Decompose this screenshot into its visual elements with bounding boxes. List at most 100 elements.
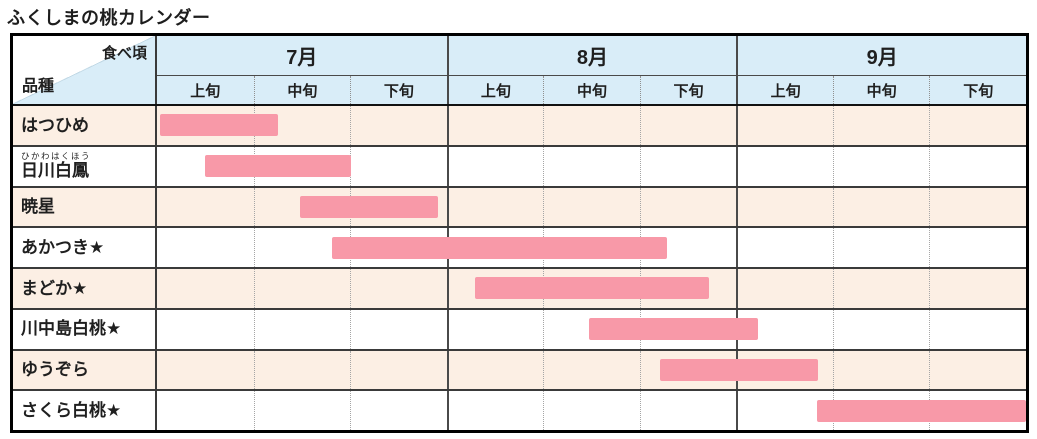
harvest-bar [588,318,758,341]
sub-period-cell [253,350,351,390]
period-header: 下旬 [929,76,1026,104]
sub-period-cell [543,187,640,227]
sub-period-cell [736,269,833,308]
sub-period-cell [929,146,1026,186]
sub-period-cell [639,106,737,145]
harvest-bar [159,114,278,137]
variety-name: ゆうぞら [21,360,89,380]
table-row-akatsuki: あかつき★ [13,226,1026,267]
sub-period-cell [929,228,1026,267]
sub-period-cell [929,269,1026,308]
sub-period-cell [253,187,351,227]
variety-label: はつひめ [13,106,157,145]
sub-period-cell [157,391,254,430]
sub-period-cell [929,187,1026,227]
sub-period-cell [253,309,351,349]
period-header: 上旬 [190,82,221,100]
timeline-cell [157,146,1026,186]
sub-period-cell [253,228,351,267]
corner-label-season: 食べ頃 [101,45,147,62]
variety-label: 川中島白桃★ [13,309,157,349]
timeline-grid [157,106,1026,145]
sub-period-cell [543,146,640,186]
sub-period-cell [543,106,640,145]
sub-period-cell [832,187,930,227]
sub-period-cell [736,391,833,430]
variety-label: あかつき★ [13,228,157,267]
sub-period-cell [157,269,254,308]
timeline-cell [157,309,1026,349]
sub-period-cell [543,350,640,390]
harvest-bar [205,155,352,178]
sub-period-cell [157,351,254,390]
sub-period-cell [350,146,447,186]
harvest-bar [299,195,438,218]
variety-label: 暁星 [13,187,157,227]
corner-header-cell: 食べ頃 品種 [13,36,157,104]
sub-period-cell [929,350,1026,390]
month-header-july: 7月 [286,47,318,69]
period-header: 中旬 [543,76,640,104]
peach-calendar-table: 食べ頃 品種 7月 8月 9月 上旬 中旬 下旬 上旬 中旬 下旬 上旬 中旬 [10,33,1029,433]
sub-period-cell [736,228,833,267]
sub-period-cell [639,187,737,227]
harvest-bar [660,358,819,381]
timeline-grid [157,187,1026,227]
variety-label: ゆうぞら [13,350,157,390]
sub-period-cell [446,269,544,308]
sub-period-cell [543,309,640,349]
variety-label: さくら白桃★ [13,391,157,430]
sub-period-cell [446,106,544,145]
period-header: 中旬 [832,76,930,104]
table-row-kawanakajima: 川中島白桃★ [13,307,1026,349]
sub-period-cell [446,391,544,430]
timeline-cell [157,228,1026,267]
table-row-gyosei: 暁星 [13,185,1026,227]
timeline-cell [157,350,1026,390]
sub-period-cell [350,269,447,308]
sub-period-cell [253,269,351,308]
sub-period-cell [446,350,544,390]
sub-period-cell [350,106,447,145]
variety-name: 日川白鳳 [21,161,89,181]
harvest-bar [474,277,710,300]
periods-row: 上旬 中旬 下旬 上旬 中旬 下旬 上旬 中旬 下旬 [157,75,1026,104]
sub-period-cell [543,391,640,430]
table-row-hikawahakuho: ひかわはくほう 日川白鳳 [13,144,1026,186]
timeline-cell [157,269,1026,308]
timeline-grid [157,350,1026,390]
header-right: 7月 8月 9月 上旬 中旬 下旬 上旬 中旬 下旬 上旬 中旬 下旬 [157,36,1026,104]
period-header: 下旬 [639,76,737,104]
sub-period-cell [446,146,544,186]
sub-period-cell [832,106,930,145]
month-header-august: 8月 [446,36,737,75]
sub-period-cell [253,391,351,430]
variety-name: まどか★ [21,278,88,298]
variety-name: 暁星 [21,197,55,217]
period-header: 下旬 [350,76,447,104]
sub-period-cell [639,146,737,186]
sub-period-cell [157,228,254,267]
sub-period-cell [929,106,1026,145]
sub-period-cell [832,146,930,186]
period-header: 上旬 [736,76,833,104]
variety-name: はつひめ [21,115,89,135]
sub-period-cell [736,146,833,186]
sub-period-cell [350,391,447,430]
months-row: 7月 8月 9月 [157,36,1026,75]
sub-period-cell [639,391,737,430]
page-title: ふくしまの桃カレンダー [7,8,211,28]
sub-period-cell [832,228,930,267]
table-row-madoka: まどか★ [13,267,1026,308]
month-header-september: 9月 [736,36,1026,75]
variety-label: まどか★ [13,269,157,308]
table-header: 食べ頃 品種 7月 8月 9月 上旬 中旬 下旬 上旬 中旬 下旬 上旬 中旬 [13,36,1026,106]
variety-name: 川中島白桃★ [21,319,122,339]
harvest-bar [817,399,1026,422]
variety-name: さくら白桃★ [21,400,122,420]
sub-period-cell [446,187,544,227]
table-row-hatsuhime: はつひめ [13,106,1026,145]
sub-period-cell [832,309,930,349]
sub-period-cell [446,309,544,349]
sub-period-cell [350,309,447,349]
